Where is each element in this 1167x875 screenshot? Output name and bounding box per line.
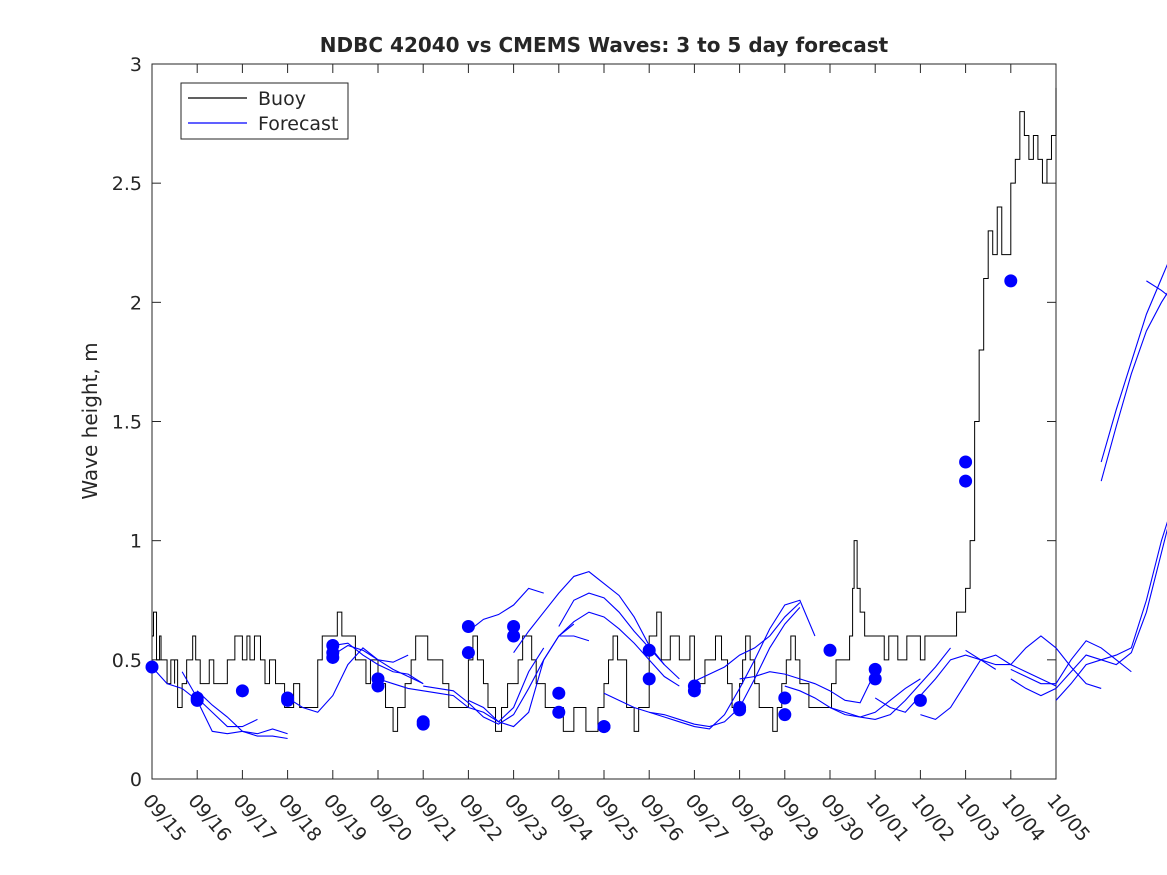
forecast-marker — [461, 619, 475, 633]
series-line-forecast — [649, 599, 816, 730]
series-line-forecast — [603, 607, 801, 728]
y-tick-label: 1 — [130, 531, 142, 553]
forecast-marker — [552, 705, 566, 719]
series-line-forecast — [377, 647, 545, 723]
series-line-forecast — [739, 671, 876, 704]
forecast-marker — [913, 693, 927, 707]
forecast-marker — [778, 708, 792, 722]
series-line-forecast — [151, 666, 288, 740]
legend-box — [180, 82, 349, 140]
forecast-marker — [281, 693, 295, 707]
series-line-forecast — [332, 642, 424, 685]
series-line-forecast — [558, 611, 680, 687]
forecast-marker — [235, 684, 249, 698]
series-line-forecast — [1100, 292, 1167, 482]
forecast-marker — [145, 660, 159, 674]
forecast-marker — [687, 684, 701, 698]
forecast-marker — [778, 691, 792, 705]
y-tick-label: 2.5 — [112, 173, 142, 195]
series-line-forecast — [1010, 528, 1167, 697]
forecast-marker — [371, 679, 385, 693]
series-line-forecast — [784, 678, 921, 718]
series-line-buoy — [152, 87, 1057, 732]
forecast-marker — [733, 703, 747, 717]
marker-layer — [145, 274, 1018, 734]
series-line-forecast — [1055, 521, 1167, 701]
forecast-marker — [416, 717, 430, 731]
y-axis: 0 0.5 1 1.5 2 2.5 3 — [112, 54, 1056, 791]
forecast-marker — [190, 693, 204, 707]
series-line-forecast — [1010, 640, 1132, 685]
series-line-forecast — [196, 690, 288, 735]
series-line-forecast — [874, 654, 997, 713]
forecast-marker — [507, 629, 521, 643]
legend-label: Forecast — [258, 113, 338, 135]
series-line-forecast — [558, 592, 680, 680]
series-line-forecast — [1100, 263, 1167, 463]
chart-title: NDBC 42040 vs CMEMS Waves: 3 to 5 day fo… — [320, 33, 889, 57]
forecast-marker — [868, 672, 882, 686]
forecast-marker — [642, 643, 656, 657]
plot-area — [151, 63, 1057, 780]
legend-label: Buoy — [258, 88, 306, 110]
forecast-marker — [597, 720, 611, 734]
series-line-forecast — [829, 647, 951, 720]
y-tick-label: 3 — [130, 54, 142, 76]
forecast-marker — [461, 646, 475, 660]
series-line-forecast — [1146, 280, 1167, 296]
forecast-marker — [868, 662, 882, 676]
y-tick-label: 2 — [130, 292, 142, 314]
forecast-marker — [642, 672, 656, 686]
series-line-forecast — [332, 644, 409, 663]
series-line-forecast — [468, 587, 544, 632]
forecast-marker — [823, 643, 837, 657]
series-line-forecast — [513, 571, 665, 665]
forecast-marker — [552, 686, 566, 700]
forecast-marker — [959, 455, 973, 469]
legend: Buoy Forecast — [180, 82, 349, 140]
series-line-forecast — [965, 635, 1102, 689]
forecast-marker — [959, 474, 973, 488]
forecast-marker — [507, 619, 521, 633]
y-tick-label: 1.5 — [112, 412, 142, 434]
series-line-forecast — [694, 602, 801, 682]
series-layer — [151, 87, 1167, 740]
forecast-marker — [326, 646, 340, 660]
plot-frame — [151, 63, 1057, 780]
series-line-forecast — [468, 635, 590, 728]
y-tick-label: 0 — [130, 769, 142, 791]
forecast-marker — [1004, 274, 1018, 288]
series-line-forecast — [920, 654, 1057, 721]
y-axis-label: Wave height, m — [78, 342, 102, 499]
y-tick-label: 0.5 — [112, 650, 142, 672]
